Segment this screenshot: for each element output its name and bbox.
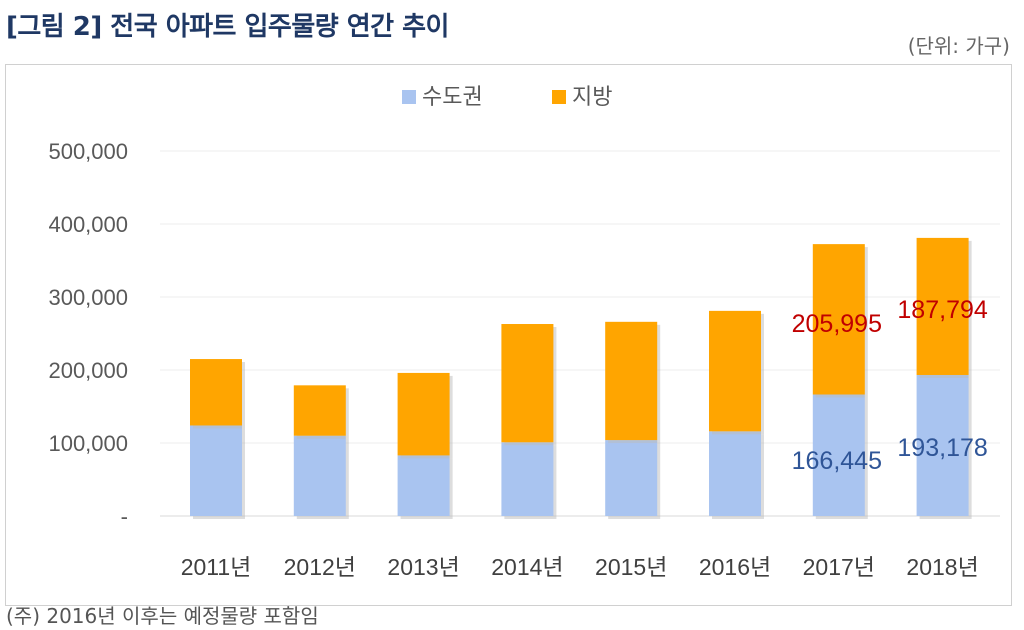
bar-segment	[709, 310, 761, 432]
bar-segment	[397, 455, 450, 516]
unit-label: (단위: 가구)	[907, 34, 1010, 58]
bar-segment	[605, 440, 658, 516]
bar-segment	[709, 431, 761, 516]
bar-segment	[293, 385, 346, 436]
x-tick-label: 2014년	[491, 554, 563, 580]
x-tick-label: 2015년	[595, 554, 667, 580]
y-tick-label: 100,000	[48, 431, 128, 456]
legend-label: 지방	[572, 85, 612, 110]
y-tick-label: 400,000	[48, 212, 128, 237]
x-tick-label: 2011년	[181, 554, 252, 580]
x-tick-label: 2016년	[699, 554, 771, 580]
bar-segment	[916, 237, 969, 375]
bar-segment	[916, 374, 969, 516]
data-label: 166,445	[792, 447, 882, 475]
bar-segment	[605, 321, 658, 441]
bar-segment	[501, 442, 554, 516]
legend-label: 수도권	[422, 85, 483, 110]
footnote: (주) 2016년 이후는 예정물량 포함임	[6, 604, 319, 628]
x-tick-label: 2012년	[284, 554, 356, 580]
bar-segment	[812, 244, 865, 395]
bar-segment	[812, 394, 865, 516]
bar-segment	[190, 359, 242, 426]
legend-swatch	[402, 90, 416, 104]
x-tick-label: 2013년	[387, 554, 459, 580]
data-label: 187,794	[897, 296, 987, 324]
bar-segment	[293, 435, 346, 516]
y-tick-label: 500,000	[48, 139, 128, 164]
x-tick-label: 2018년	[906, 554, 978, 580]
data-label: 205,995	[792, 310, 882, 338]
figure-title: [그림 2] 전국 아파트 입주물량 연간 추이	[6, 12, 449, 42]
bar-segment	[501, 324, 554, 443]
y-tick-label: 200,000	[48, 358, 128, 383]
data-label: 193,178	[897, 434, 987, 462]
bar-segment	[397, 372, 450, 456]
y-tick-label: 300,000	[48, 285, 128, 310]
x-tick-label: 2017년	[803, 554, 875, 580]
chart-frame	[5, 64, 1012, 606]
bar-segment	[190, 425, 242, 516]
legend-swatch	[552, 90, 566, 104]
y-tick-label: -	[121, 504, 128, 529]
